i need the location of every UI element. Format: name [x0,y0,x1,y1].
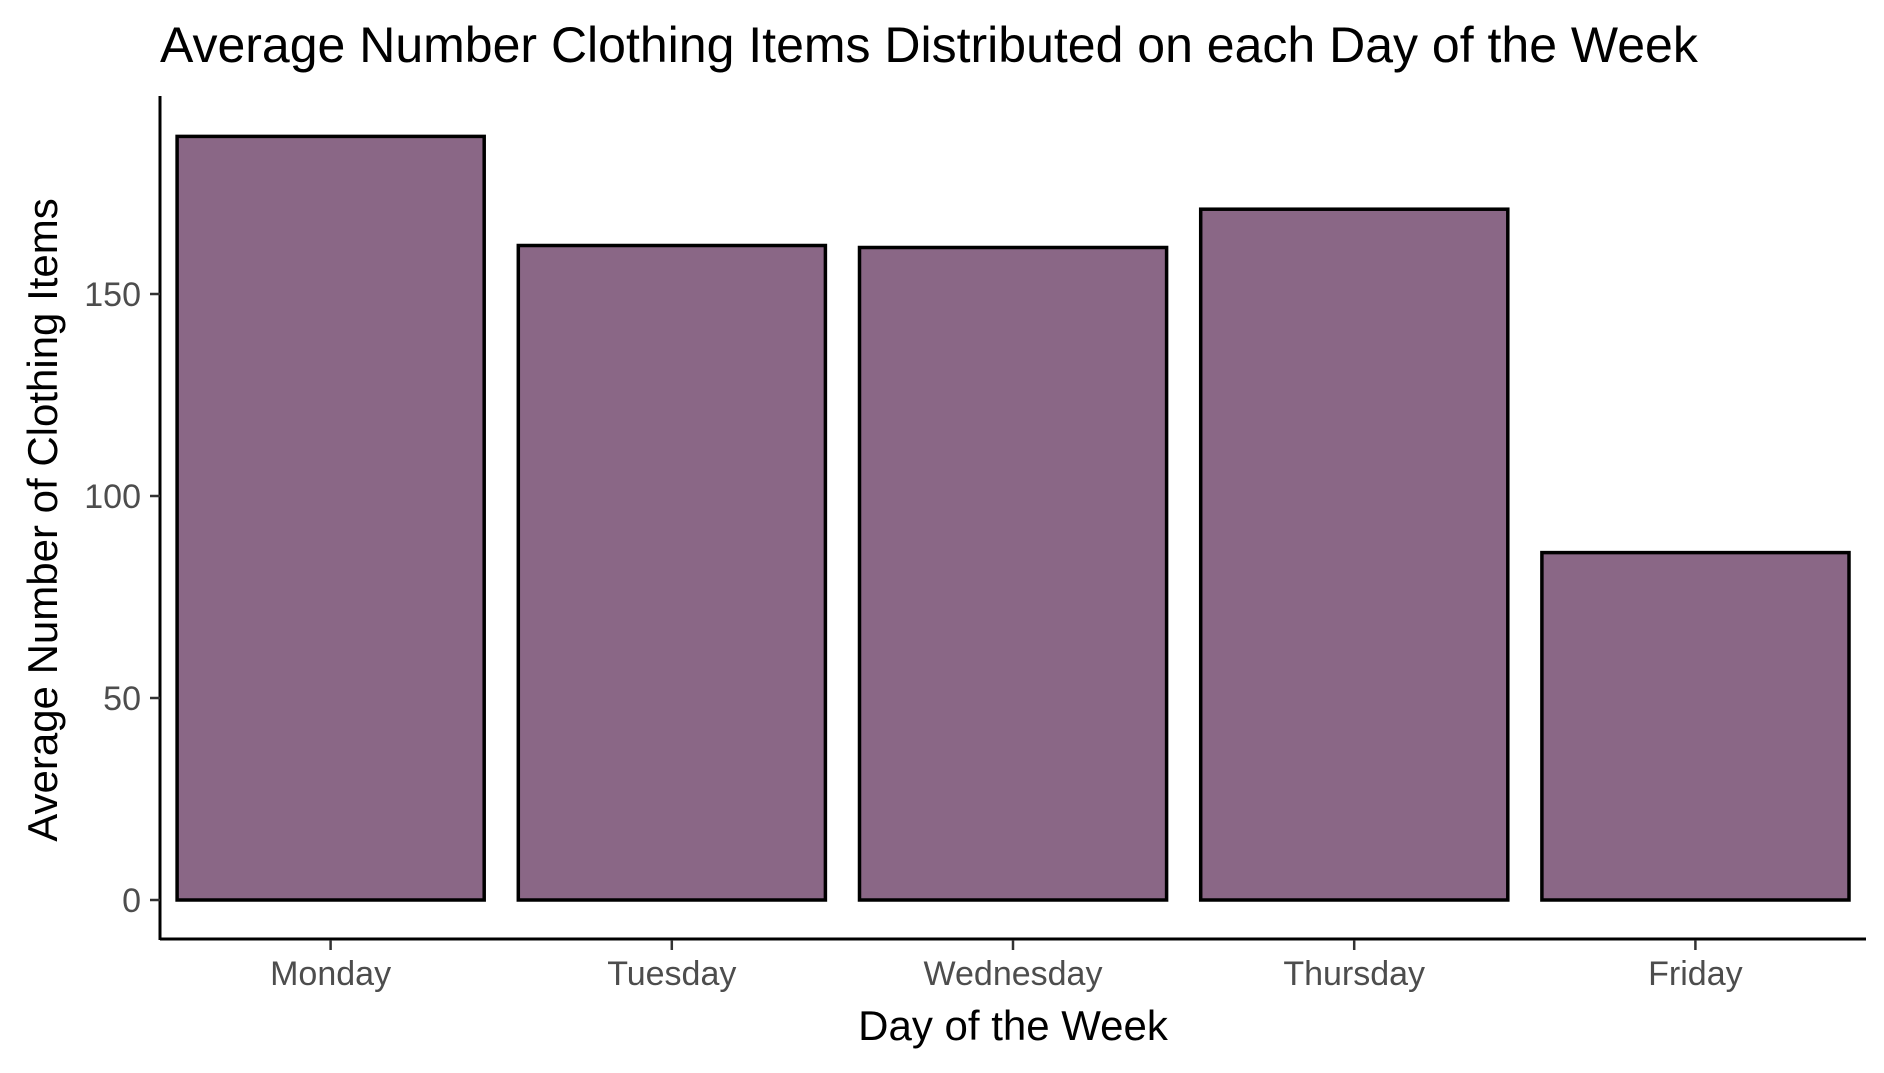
y-tick-label-0: 0 [122,882,141,920]
y-tick-label-50: 50 [103,680,141,718]
bar-wednesday [857,245,1169,902]
bar-tuesday [516,243,828,902]
x-tick-label-monday: Monday [270,955,391,993]
y-tick-label-150: 150 [84,276,141,314]
y-axis-title: Average Number of Clothing Items [19,198,66,842]
y-axis-ticks: 0 50 100 150 [84,276,160,920]
x-axis-ticks: Monday Tuesday Wednesday Thursday Friday [270,940,1743,993]
x-tick-label-thursday: Thursday [1283,955,1425,993]
x-tick-label-friday: Friday [1648,955,1742,993]
x-tick-label-wednesday: Wednesday [924,955,1103,993]
chart-title: Average Number Clothing Items Distribute… [160,17,1699,73]
bars-group [175,134,1851,902]
y-tick-label-100: 100 [84,478,141,516]
bar-thursday [1198,207,1510,902]
bar-friday [1540,550,1851,902]
bar-monday [175,134,486,902]
x-tick-label-tuesday: Tuesday [607,955,736,993]
x-axis-title: Day of the Week [858,1002,1169,1049]
